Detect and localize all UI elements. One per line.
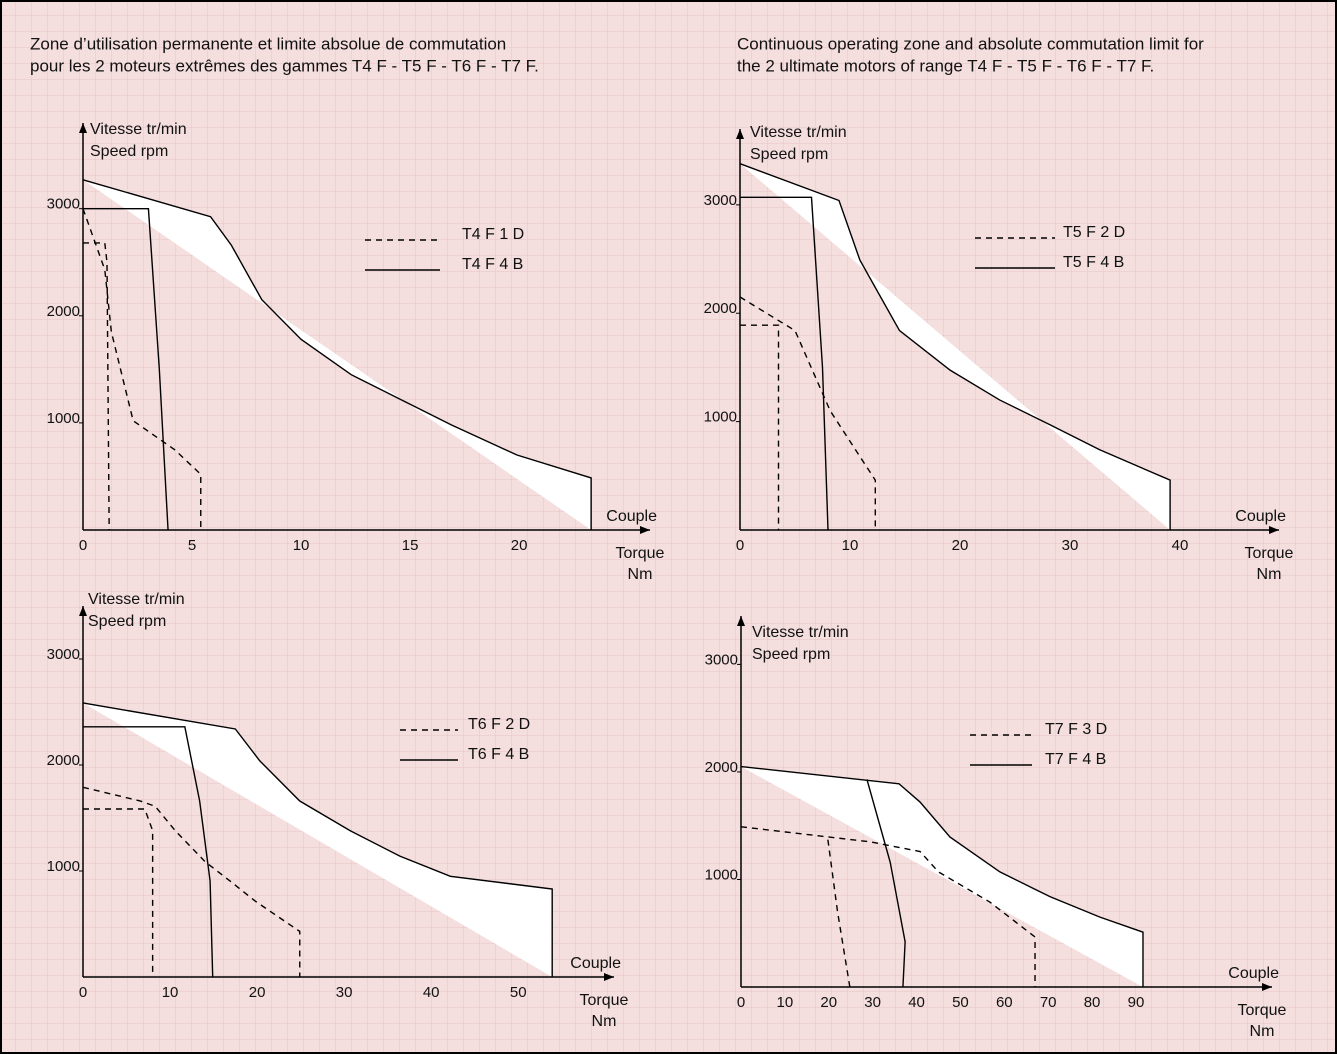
x-axis-label: Torque bbox=[580, 992, 629, 1009]
y-axis-label: Vitesse tr/min bbox=[752, 624, 849, 641]
x-tick-label: 10 bbox=[842, 537, 859, 554]
x-tick-label: 0 bbox=[79, 984, 87, 1001]
x-tick-label: 10 bbox=[162, 984, 179, 1001]
x-tick-label: 40 bbox=[908, 994, 925, 1011]
x-tick-label: 0 bbox=[79, 537, 87, 554]
x-tick-label: 60 bbox=[996, 994, 1013, 1011]
y-axis-label: Speed rpm bbox=[752, 646, 830, 663]
x-tick-label: 5 bbox=[188, 537, 196, 554]
x-tick-label: 20 bbox=[952, 537, 969, 554]
x-axis-label: Torque bbox=[1245, 545, 1294, 562]
x-tick-label: 90 bbox=[1128, 994, 1145, 1011]
y-tick-label: 3000 bbox=[47, 196, 80, 213]
x-axis-label: Couple bbox=[1228, 965, 1279, 982]
y-tick-label: 3000 bbox=[47, 646, 80, 663]
x-tick-label: 20 bbox=[511, 537, 528, 554]
x-tick-label: 30 bbox=[864, 994, 881, 1011]
x-tick-label: 15 bbox=[402, 537, 419, 554]
x-tick-label: 30 bbox=[336, 984, 353, 1001]
x-axis-label: Torque bbox=[616, 545, 665, 562]
y-axis-label: Speed rpm bbox=[90, 143, 168, 160]
x-tick-label: 10 bbox=[293, 537, 310, 554]
x-axis-label: Nm bbox=[1257, 566, 1282, 583]
x-tick-label: 40 bbox=[423, 984, 440, 1001]
legend-label: T4 F 1 D bbox=[462, 226, 524, 243]
y-axis-label: Speed rpm bbox=[750, 146, 828, 163]
x-tick-label: 20 bbox=[820, 994, 837, 1011]
legend-label: T6 F 4 B bbox=[468, 746, 529, 763]
header-en: Continuous operating zone and absolute c… bbox=[737, 34, 1204, 53]
x-axis-label: Couple bbox=[606, 508, 657, 525]
y-tick-label: 2000 bbox=[705, 759, 738, 776]
x-axis-label: Nm bbox=[628, 566, 653, 583]
document: Zone d’utilisation permanente et limite … bbox=[0, 0, 1337, 1054]
x-tick-label: 10 bbox=[777, 994, 794, 1011]
header-fr: Zone d’utilisation permanente et limite … bbox=[30, 34, 506, 53]
x-tick-label: 20 bbox=[249, 984, 266, 1001]
x-tick-label: 50 bbox=[510, 984, 527, 1001]
legend-label: T4 F 4 B bbox=[462, 256, 523, 273]
legend-label: T7 F 4 B bbox=[1045, 751, 1106, 768]
header-fr: pour les 2 moteurs extrêmes des gammes T… bbox=[30, 56, 539, 75]
y-tick-label: 2000 bbox=[47, 303, 80, 320]
page: Zone d’utilisation permanente et limite … bbox=[0, 0, 1337, 1054]
x-tick-label: 40 bbox=[1172, 537, 1189, 554]
y-tick-label: 2000 bbox=[47, 752, 80, 769]
x-axis-label: Nm bbox=[1250, 1023, 1275, 1040]
header-en: the 2 ultimate motors of range T4 F - T5… bbox=[737, 56, 1154, 75]
y-tick-label: 1000 bbox=[704, 409, 737, 426]
x-tick-label: 70 bbox=[1040, 994, 1057, 1011]
y-tick-label: 1000 bbox=[705, 866, 738, 883]
legend-label: T5 F 4 B bbox=[1063, 254, 1124, 271]
x-tick-label: 0 bbox=[736, 537, 744, 554]
x-tick-label: 30 bbox=[1062, 537, 1079, 554]
x-tick-label: 50 bbox=[952, 994, 969, 1011]
x-axis-label: Couple bbox=[570, 955, 621, 972]
y-tick-label: 1000 bbox=[47, 858, 80, 875]
legend-label: T5 F 2 D bbox=[1063, 224, 1125, 241]
legend-label: T6 F 2 D bbox=[468, 716, 530, 733]
x-axis-label: Couple bbox=[1235, 508, 1286, 525]
x-tick-label: 80 bbox=[1084, 994, 1101, 1011]
x-axis-label: Nm bbox=[592, 1013, 617, 1030]
y-axis-label: Vitesse tr/min bbox=[88, 591, 185, 608]
x-tick-label: 0 bbox=[737, 994, 745, 1011]
y-tick-label: 1000 bbox=[47, 410, 80, 427]
y-axis-label: Vitesse tr/min bbox=[90, 121, 187, 138]
y-axis-label: Vitesse tr/min bbox=[750, 124, 847, 141]
y-tick-label: 3000 bbox=[705, 651, 738, 668]
y-tick-label: 3000 bbox=[704, 192, 737, 209]
x-axis-label: Torque bbox=[1238, 1002, 1287, 1019]
y-axis-label: Speed rpm bbox=[88, 613, 166, 630]
y-tick-label: 2000 bbox=[704, 300, 737, 317]
legend-label: T7 F 3 D bbox=[1045, 721, 1107, 738]
